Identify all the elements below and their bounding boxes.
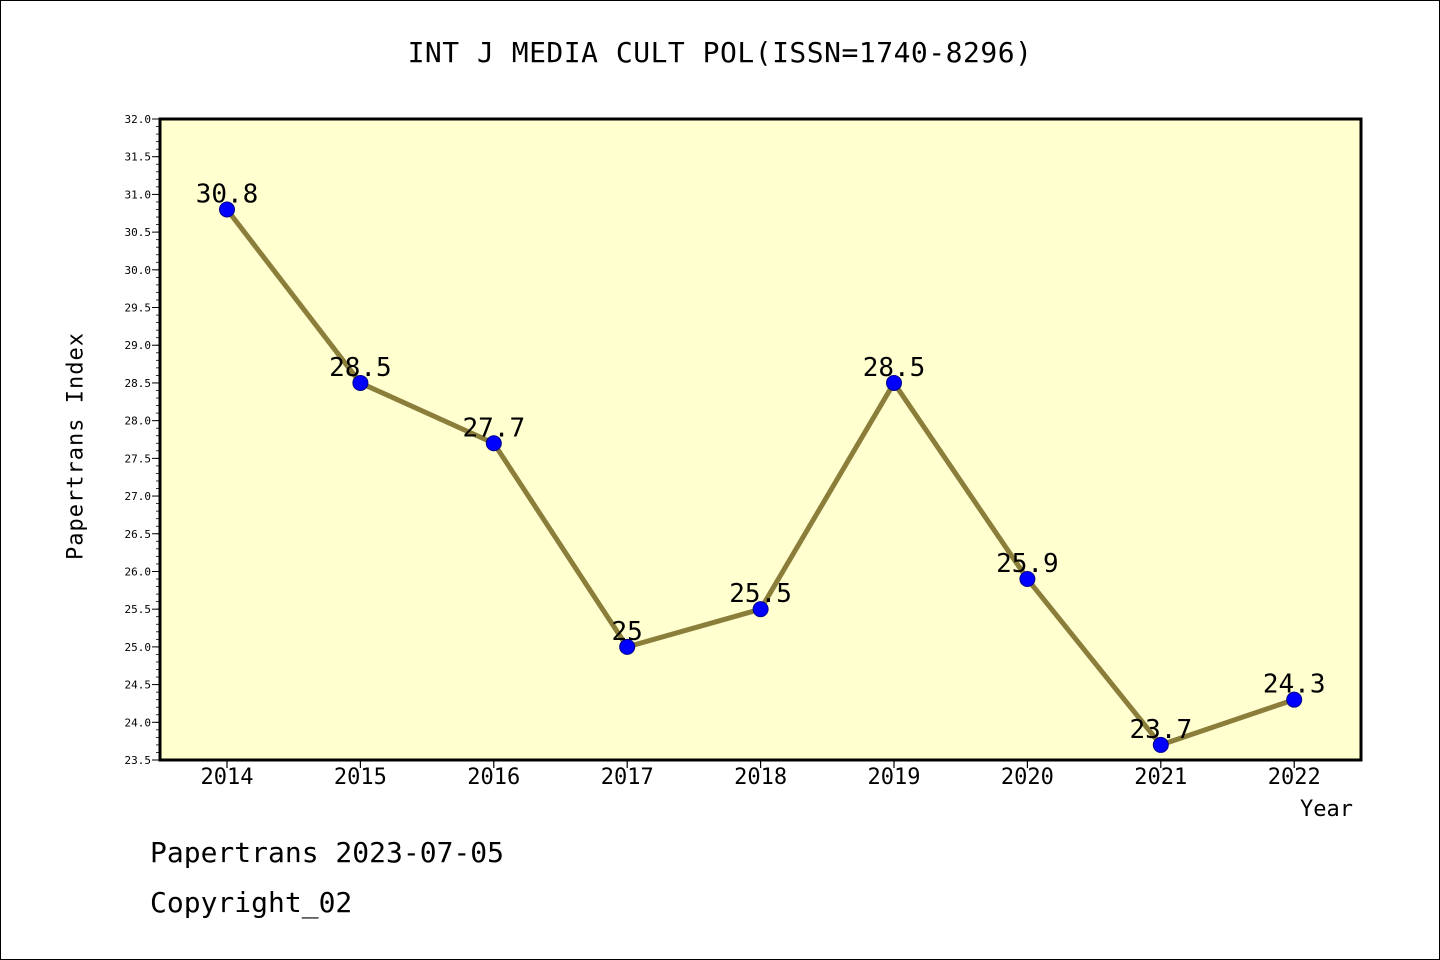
- data-label: 23.7: [1129, 715, 1192, 745]
- x-tick-label: 2014: [201, 765, 254, 790]
- data-point: [1019, 571, 1036, 588]
- y-tick-label: 31.5: [125, 151, 152, 164]
- data-label: 28.5: [329, 353, 392, 383]
- plot-area: [160, 119, 1361, 760]
- y-tick-label: 26.5: [125, 528, 152, 541]
- footer-copyright: Copyright_02: [150, 886, 353, 919]
- y-tick-label: 27.5: [125, 452, 152, 465]
- data-label: 28.5: [863, 353, 926, 383]
- y-tick-label: 26.0: [125, 565, 152, 578]
- y-tick-label: 29.5: [125, 302, 152, 315]
- y-tick-label: 24.5: [125, 679, 152, 692]
- data-point: [1286, 691, 1303, 708]
- y-tick-label: 28.5: [125, 377, 152, 390]
- y-tick-label: 30.5: [125, 226, 152, 239]
- chart-title: INT J MEDIA CULT POL(ISSN=1740-8296): [407, 36, 1033, 69]
- x-tick-label: 2017: [601, 765, 654, 790]
- plot-border: [158, 117, 1363, 762]
- data-label: 27.7: [462, 413, 525, 443]
- data-point: [1152, 736, 1169, 753]
- data-label: 24.3: [1263, 670, 1326, 700]
- x-tick-label: 2019: [868, 765, 921, 790]
- data-label: 25.9: [996, 549, 1059, 579]
- x-tick-label: 2015: [334, 765, 387, 790]
- y-tick-label: 29.0: [125, 339, 152, 352]
- data-label: 25: [612, 617, 643, 647]
- x-tick-label: 2018: [734, 765, 787, 790]
- y-tick-label: 32.0: [125, 113, 152, 126]
- x-axis-label: Year: [1300, 797, 1353, 822]
- data-point: [886, 374, 902, 391]
- y-tick-label: 23.5: [125, 754, 152, 767]
- x-tick-label: 2022: [1268, 765, 1321, 790]
- y-tick-label: 31.0: [125, 188, 152, 201]
- y-tick-label: 30.0: [125, 264, 152, 277]
- data-point: [752, 601, 769, 618]
- data-label: 30.8: [196, 179, 259, 209]
- footer-date: Papertrans 2023-07-05: [150, 836, 505, 869]
- y-tick-label: 25.0: [125, 641, 152, 654]
- x-tick-label: 2021: [1134, 765, 1187, 790]
- y-tick-label: 24.0: [125, 716, 152, 729]
- y-tick-label: 28.0: [125, 415, 152, 428]
- y-tick-label: 25.5: [125, 603, 152, 616]
- y-tick-label: 27.0: [125, 490, 152, 503]
- data-point: [219, 201, 235, 218]
- data-point: [619, 638, 636, 655]
- data-point: [485, 435, 502, 452]
- data-label: 25.5: [729, 579, 792, 609]
- x-tick-label: 2016: [467, 765, 520, 790]
- x-tick-label: 2020: [1001, 765, 1054, 790]
- data-point: [352, 374, 369, 391]
